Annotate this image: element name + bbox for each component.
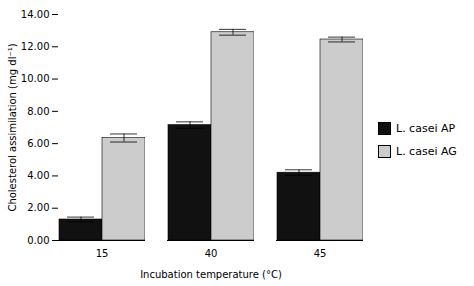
- svg-text:2.00: 2.00: [27, 202, 49, 213]
- svg-text:8.00: 8.00: [27, 106, 49, 117]
- svg-text:0.00: 0.00: [27, 235, 49, 246]
- svg-text:10.00: 10.00: [21, 73, 50, 84]
- html-text:L. casei AG: L. casei AG: [396, 145, 457, 158]
- svg-text:12.00: 12.00: [21, 41, 50, 52]
- svg-text:4.00: 4.00: [27, 170, 49, 181]
- svg-text:45: 45: [314, 248, 327, 259]
- svg-text:6.00: 6.00: [27, 138, 49, 149]
- svg-text:15: 15: [96, 248, 109, 259]
- html-text:L. casei AP: L. casei AP: [396, 122, 456, 135]
- svg-text:14.00: 14.00: [21, 9, 50, 20]
- svg-text:Cholesterol assimilation (mg d: Cholesterol assimilation (mg dl⁻¹): [7, 43, 18, 211]
- svg-text:Incubation temperature (°C): Incubation temperature (°C): [140, 269, 282, 280]
- svg-text:40: 40: [205, 248, 218, 259]
